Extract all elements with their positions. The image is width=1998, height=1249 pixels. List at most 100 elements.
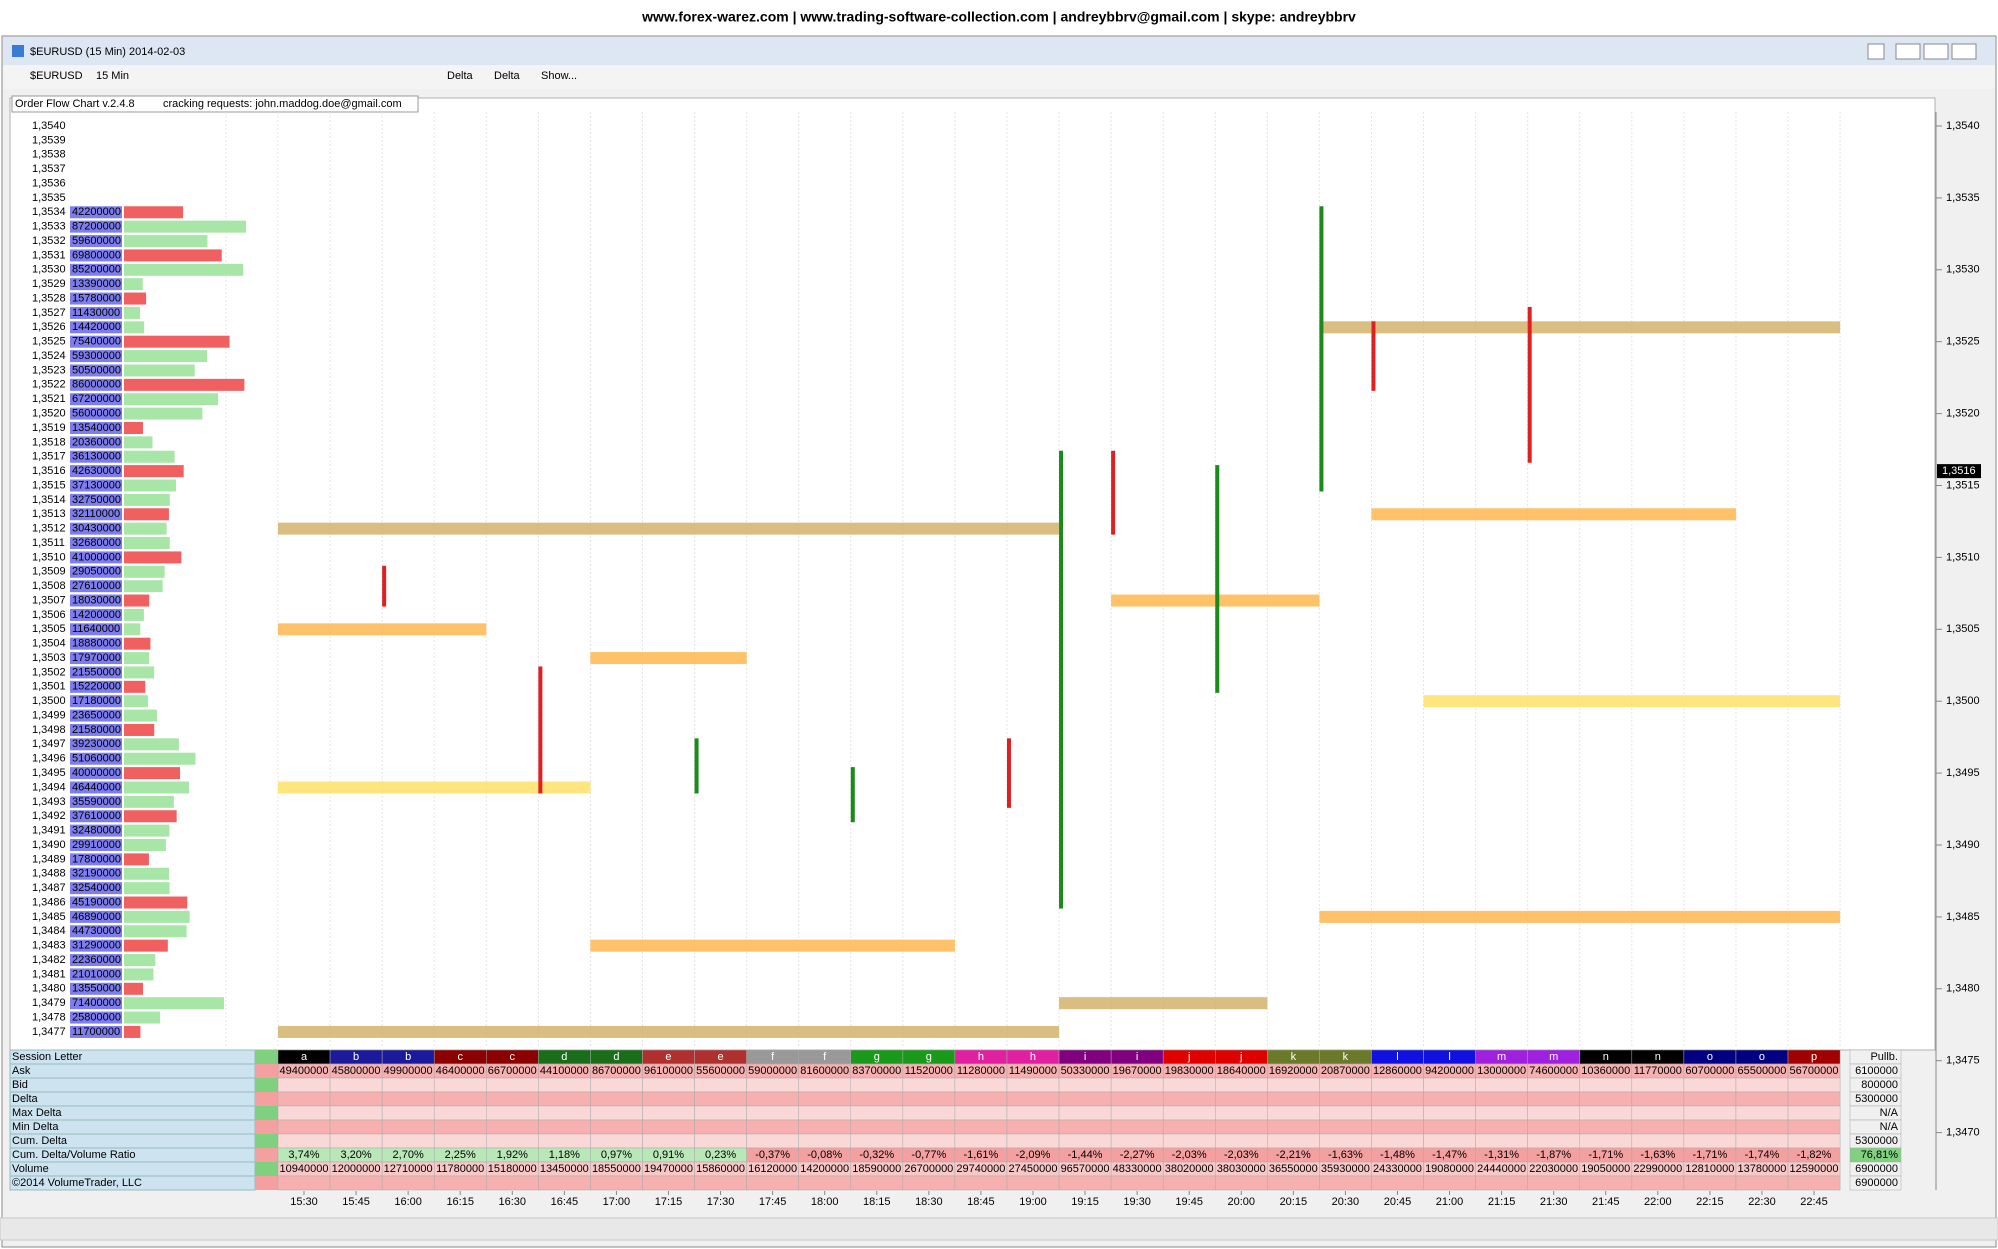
table-cell <box>1006 1105 1060 1121</box>
table-cell <box>1787 1091 1841 1107</box>
table-cell <box>486 1175 539 1191</box>
ladder-volume-label: 67200000 <box>72 393 121 405</box>
ladder-volume-bar <box>124 551 182 564</box>
pullb-text: 6900000 <box>1855 1177 1898 1189</box>
table-cell-text: m <box>1549 1051 1558 1063</box>
table-cell-text: 56700000 <box>1790 1065 1839 1077</box>
table-cell-text: 60700000 <box>1685 1065 1734 1077</box>
time-label: 18:15 <box>863 1196 891 1208</box>
ladder-volume-bg <box>70 436 122 449</box>
table-cell <box>1527 1091 1581 1107</box>
ladder-volume-bg <box>70 493 122 506</box>
toolbar-item[interactable]: 15 Min <box>96 70 129 82</box>
table-cell <box>1683 1105 1737 1121</box>
table-cell <box>1423 1091 1476 1107</box>
table-cell <box>1579 1105 1633 1121</box>
scrollbar[interactable] <box>0 1217 1998 1241</box>
toolbar-item[interactable]: $EURUSD <box>30 70 83 82</box>
table-cell-text: 3,20% <box>340 1149 371 1161</box>
table-row-label: Delta <box>12 1093 39 1105</box>
ladder-price: 1,3493 <box>32 796 66 808</box>
ladder-volume-bar <box>124 910 190 923</box>
table-cell <box>1371 1077 1424 1093</box>
ladder-volume-bar <box>124 810 177 823</box>
ladder-volume-label: 15780000 <box>72 292 121 304</box>
ladder-price: 1,3502 <box>32 666 66 678</box>
ladder-volume-label: 37130000 <box>72 479 121 491</box>
button-maximize[interactable] <box>1923 43 1949 60</box>
time-label: 15:30 <box>290 1196 318 1208</box>
table-cell <box>902 1105 956 1121</box>
table-cell <box>798 1133 852 1149</box>
table-cell <box>954 1091 1008 1107</box>
candle-body <box>1319 206 1324 492</box>
ladder-volume-bg <box>70 925 122 938</box>
table-cell <box>1006 1091 1060 1107</box>
table-cell <box>798 1119 852 1135</box>
toolbar-item[interactable]: Show... <box>541 70 577 82</box>
pullb-text: 6900000 <box>1855 1163 1898 1175</box>
price-label: 1,3475 <box>1946 1055 1980 1067</box>
table-cell <box>1110 1133 1164 1149</box>
ladder-price: 1,3481 <box>32 968 66 980</box>
ladder-volume-bar <box>124 220 247 233</box>
ladder-price: 1,3520 <box>32 408 66 420</box>
ladder-volume-bar <box>124 350 208 363</box>
table-cell-text: -1,63% <box>1640 1149 1675 1161</box>
time-label: 20:15 <box>1280 1196 1308 1208</box>
ladder-price: 1,3509 <box>32 566 66 578</box>
ladder-volume-label: 32190000 <box>72 868 121 880</box>
ladder-volume-bg <box>70 378 122 391</box>
ladder-volume-bar <box>124 436 153 449</box>
toolbar-item[interactable]: Delta <box>447 70 474 82</box>
table-cell-text: 2,25% <box>445 1149 476 1161</box>
table-cell-text: 83700000 <box>852 1065 901 1077</box>
table-row-label: Max Delta <box>12 1107 62 1119</box>
table-cell <box>1475 1077 1528 1093</box>
table-cell <box>1683 1133 1737 1149</box>
ladder-volume-bg <box>70 537 122 550</box>
ladder-volume-bg <box>70 781 122 794</box>
ladder-volume-label: 59600000 <box>72 235 121 247</box>
price-label: 1,3485 <box>1946 911 1980 923</box>
ladder-volume-label: 21580000 <box>72 724 121 736</box>
table-cell-text: k <box>1343 1051 1349 1063</box>
table-cell <box>902 1119 956 1135</box>
ladder-price: 1,3482 <box>32 954 66 966</box>
table-row-label: Bid <box>12 1079 28 1091</box>
ladder-volume-bar <box>124 853 149 866</box>
table-cell-text: 10940000 <box>280 1163 329 1175</box>
candle-body <box>694 738 699 794</box>
table-cell-text: o <box>1759 1051 1765 1063</box>
ladder-volume-label: 71400000 <box>72 997 121 1009</box>
table-cell <box>1371 1133 1424 1149</box>
ladder-volume-bg <box>70 954 122 967</box>
ladder-price: 1,3536 <box>32 177 66 189</box>
ladder-volume-bar <box>124 450 175 463</box>
pullb-text: 76,81% <box>1861 1149 1899 1161</box>
ladder-volume-bar <box>124 867 170 880</box>
price-band <box>278 522 1060 535</box>
table-cell <box>590 1077 643 1093</box>
table-cell <box>329 1105 383 1121</box>
ladder-volume-label: 44730000 <box>72 925 121 937</box>
table-cell <box>277 1077 331 1093</box>
ladder-volume-bg <box>70 364 122 377</box>
table-cell <box>538 1119 591 1135</box>
table-cell <box>433 1133 487 1149</box>
table-first-cell <box>255 1134 278 1148</box>
table-first-cell <box>255 1078 278 1092</box>
table-cell-text: a <box>301 1051 308 1063</box>
ladder-volume-bg <box>70 882 122 895</box>
ladder-volume-bar <box>124 939 168 952</box>
ladder-volume-bar <box>124 235 208 248</box>
ladder-volume-bar <box>124 263 244 276</box>
toolbar-item[interactable]: Delta <box>494 70 521 82</box>
time-label: 15:45 <box>342 1196 370 1208</box>
button-l[interactable] <box>1867 43 1885 60</box>
button-minimize[interactable] <box>1895 43 1921 60</box>
button-close[interactable] <box>1951 43 1977 60</box>
table-cell-text: 14200000 <box>800 1163 849 1175</box>
ladder-volume-label: 18880000 <box>72 638 121 650</box>
table-row-label: Session Letter <box>12 1051 83 1063</box>
